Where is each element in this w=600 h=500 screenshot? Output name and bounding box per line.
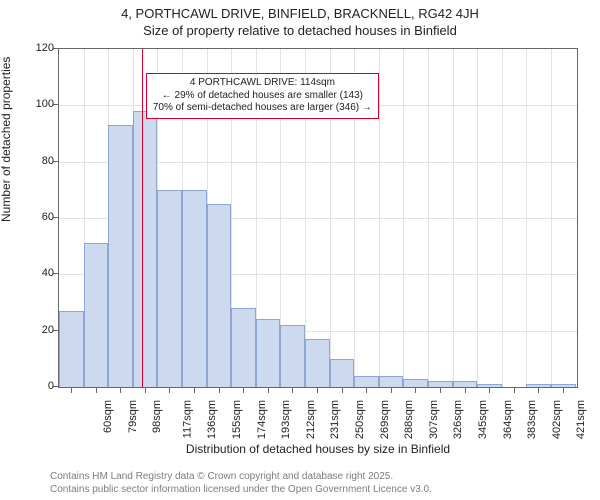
page-title-line1: 4, PORTHCAWL DRIVE, BINFIELD, BRACKNELL,…: [0, 6, 600, 23]
annotation-line: 4 PORTHCAWL DRIVE: 114sqm: [153, 77, 372, 90]
xtick-label: 421sqm: [576, 400, 588, 439]
annotation-line: 70% of semi-detached houses are larger (…: [153, 102, 372, 115]
page-title-line2: Size of property relative to detached ho…: [0, 23, 600, 40]
histogram-bar: [108, 125, 133, 387]
xtick: [292, 388, 293, 393]
histogram-bar: [379, 376, 404, 387]
xtick: [317, 388, 318, 393]
histogram-bar: [59, 311, 84, 387]
histogram-bar: [354, 376, 379, 387]
gridline-v: [526, 49, 527, 387]
histogram-bar: [305, 339, 330, 387]
xtick-label: 402sqm: [551, 400, 563, 439]
xtick: [465, 388, 466, 393]
xtick-label: 79sqm: [127, 400, 139, 433]
histogram-bar: [182, 190, 207, 387]
xtick-label: 98sqm: [151, 400, 163, 433]
xtick-label: 269sqm: [379, 400, 391, 439]
ytick-label: 0: [48, 380, 54, 392]
xtick-label: 174sqm: [256, 400, 268, 439]
histogram-chart: Number of detached properties 4 PORTHCAW…: [0, 42, 600, 460]
xtick: [268, 388, 269, 393]
xtick: [96, 388, 97, 393]
xtick-label: 326sqm: [453, 400, 465, 439]
histogram-bar: [231, 308, 256, 387]
xtick: [243, 388, 244, 393]
ytick-label: 40: [42, 267, 54, 279]
xtick-label: 136sqm: [207, 400, 219, 439]
histogram-bar: [157, 190, 182, 387]
xtick-label: 250sqm: [354, 400, 366, 439]
xtick: [391, 388, 392, 393]
xtick-label: 288sqm: [403, 400, 415, 439]
ytick-label: 60: [42, 211, 54, 223]
annotation-line: ← 29% of detached houses are smaller (14…: [153, 90, 372, 103]
gridline-v: [453, 49, 454, 387]
xtick: [194, 388, 195, 393]
xtick-label: 212sqm: [305, 400, 317, 439]
xtick: [219, 388, 220, 393]
xtick: [563, 388, 564, 393]
ytick-label: 120: [36, 42, 54, 54]
histogram-bar: [526, 384, 551, 387]
xtick-label: 364sqm: [502, 400, 514, 439]
histogram-bar: [207, 204, 232, 387]
histogram-bar: [280, 325, 305, 387]
xtick-label: 307sqm: [428, 400, 440, 439]
histogram-bar: [133, 111, 158, 387]
xtick: [489, 388, 490, 393]
histogram-bar: [330, 359, 355, 387]
xtick-label: 60sqm: [102, 400, 114, 433]
histogram-bar: [551, 384, 576, 387]
xtick: [415, 388, 416, 393]
x-axis-label: Distribution of detached houses by size …: [58, 442, 578, 456]
histogram-bar: [256, 319, 281, 387]
subject-marker-line: [142, 49, 144, 387]
ytick-label: 80: [42, 155, 54, 167]
gridline-v: [379, 49, 380, 387]
gridline-v: [502, 49, 503, 387]
gridline-v: [428, 49, 429, 387]
ytick-label: 100: [36, 98, 54, 110]
histogram-bar: [84, 243, 109, 387]
histogram-bar: [428, 381, 453, 387]
histogram-bar: [453, 381, 478, 387]
gridline-v: [551, 49, 552, 387]
footer-line1: Contains HM Land Registry data © Crown c…: [50, 471, 432, 484]
xtick: [366, 388, 367, 393]
xtick: [440, 388, 441, 393]
xtick: [120, 388, 121, 393]
xtick-label: 117sqm: [181, 400, 193, 438]
histogram-bar: [403, 379, 428, 387]
xtick-label: 231sqm: [330, 400, 342, 439]
xtick: [145, 388, 146, 393]
xtick: [514, 388, 515, 393]
y-axis-label: Number of detached properties: [0, 57, 13, 222]
ytick-label: 20: [42, 324, 54, 336]
annotation-box: 4 PORTHCAWL DRIVE: 114sqm← 29% of detach…: [146, 73, 379, 119]
xtick-label: 345sqm: [477, 400, 489, 439]
xtick: [342, 388, 343, 393]
xtick-label: 383sqm: [526, 400, 538, 439]
xtick: [169, 388, 170, 393]
histogram-bar: [477, 384, 502, 387]
gridline-v: [477, 49, 478, 387]
plot-area: 4 PORTHCAWL DRIVE: 114sqm← 29% of detach…: [58, 48, 578, 388]
gridline-v: [403, 49, 404, 387]
footer-line2: Contains public sector information licen…: [50, 484, 432, 497]
xtick: [538, 388, 539, 393]
xtick: [71, 388, 72, 393]
xtick-label: 155sqm: [231, 400, 243, 439]
xtick-label: 193sqm: [280, 400, 292, 439]
attribution-footer: Contains HM Land Registry data © Crown c…: [50, 471, 432, 496]
